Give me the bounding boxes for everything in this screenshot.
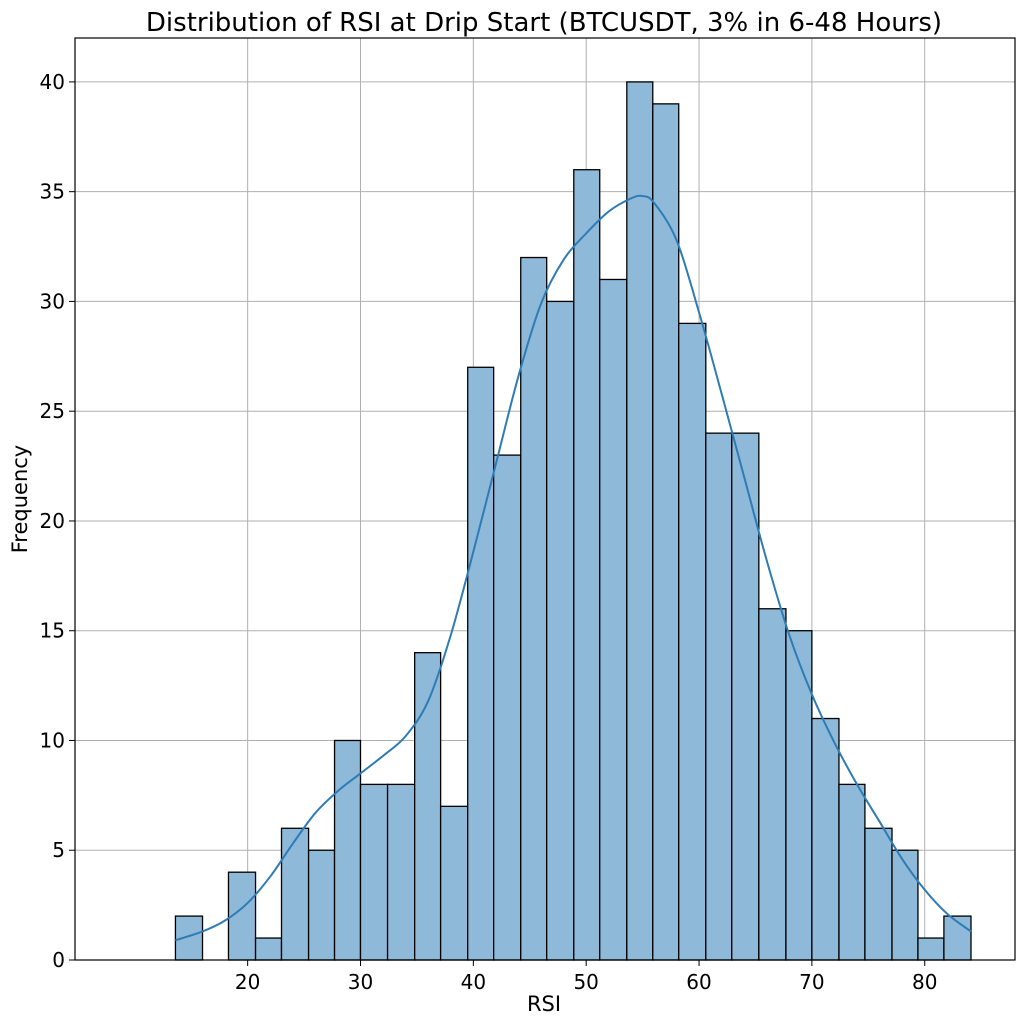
y-tick-label: 0 xyxy=(52,948,65,972)
histogram-bar xyxy=(917,937,945,961)
histogram-bar xyxy=(467,366,495,961)
histogram-bar xyxy=(307,849,336,961)
histogram-bar xyxy=(520,256,548,961)
histogram-bar xyxy=(439,805,469,961)
histogram-bar xyxy=(678,322,707,961)
histogram-bar xyxy=(785,630,813,961)
x-tick-label: 60 xyxy=(686,970,711,994)
histogram-bar xyxy=(493,454,522,961)
x-tick-label: 50 xyxy=(573,970,598,994)
histogram-bar xyxy=(626,81,654,961)
kde-layer xyxy=(175,194,972,942)
bars-layer xyxy=(174,81,972,961)
y-tick-label: 25 xyxy=(40,399,65,423)
histogram-bar xyxy=(546,300,575,961)
ticks-layer: 20 30 40 50 60 70 80 0 5 10 15 20 25 30 35 40 xyxy=(40,70,938,994)
histogram-bar xyxy=(599,278,628,961)
x-axis-label: RSI xyxy=(527,992,561,1016)
y-tick-label: 15 xyxy=(40,619,65,643)
y-tick-label: 5 xyxy=(52,838,65,862)
x-tick-label: 80 xyxy=(912,970,937,994)
y-tick-label: 20 xyxy=(40,509,65,533)
histogram-bar xyxy=(414,652,442,961)
histogram-bar xyxy=(838,783,866,961)
histogram-bar xyxy=(943,915,972,961)
axes-frame xyxy=(74,37,1016,961)
x-tick-label: 20 xyxy=(235,970,260,994)
histogram-bar xyxy=(811,717,840,961)
y-tick-label: 40 xyxy=(40,70,65,94)
histogram-bar xyxy=(758,608,787,961)
kde-curve xyxy=(175,194,972,942)
y-axis-label: Frequency xyxy=(8,445,32,554)
histogram-bar xyxy=(254,937,283,961)
x-tick-label: 30 xyxy=(348,970,373,994)
y-tick-label: 10 xyxy=(40,728,65,752)
histogram-bar xyxy=(705,432,733,961)
histogram-bar xyxy=(280,827,310,961)
y-tick-label: 30 xyxy=(40,289,65,313)
x-tick-label: 40 xyxy=(461,970,486,994)
histogram-bar xyxy=(731,432,760,961)
chart-title: Distribution of RSI at Drip Start (BTCUS… xyxy=(146,8,942,38)
histogram-bar xyxy=(573,169,601,961)
histogram-bar xyxy=(864,827,893,961)
y-tick-label: 35 xyxy=(40,180,65,204)
histogram-bar xyxy=(333,739,362,961)
histogram-bar xyxy=(891,849,919,961)
histogram-bar xyxy=(652,103,680,961)
histogram-bar xyxy=(359,783,389,961)
x-tick-label: 70 xyxy=(799,970,824,994)
histogram-bar xyxy=(386,783,416,961)
